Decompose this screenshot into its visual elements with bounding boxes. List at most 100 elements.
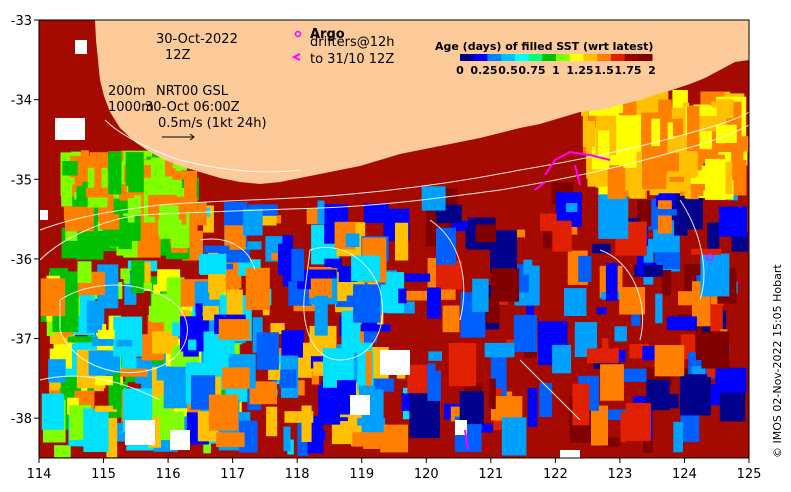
colorbar-label: 1.5 bbox=[594, 64, 614, 77]
sst-age-patch bbox=[243, 208, 263, 236]
colorbar-swatch bbox=[528, 54, 543, 61]
sst-age-patch bbox=[598, 193, 629, 239]
drifters-legend-label: drifters@12h bbox=[310, 35, 395, 50]
sst-age-patch bbox=[40, 278, 66, 316]
velocity-scale-label: 0.5m/s (1kt 24h) bbox=[158, 116, 267, 131]
sst-age-patch bbox=[603, 437, 621, 447]
colorbar-swatch bbox=[556, 54, 571, 61]
x-tick-label: 117 bbox=[220, 467, 245, 482]
sst-age-patch bbox=[715, 367, 747, 393]
sst-age-patch bbox=[513, 314, 538, 352]
sst-age-patch bbox=[165, 150, 176, 177]
sst-age-patch bbox=[634, 264, 663, 277]
sst-age-patch bbox=[216, 432, 245, 448]
sst-age-patch bbox=[516, 229, 526, 238]
y-tick-label: -35 bbox=[11, 173, 32, 188]
sst-age-patch bbox=[293, 301, 322, 312]
sst-age-patch bbox=[684, 162, 691, 199]
sst-age-patch bbox=[127, 198, 135, 223]
sst-age-patch bbox=[427, 370, 441, 401]
sst-age-patch bbox=[363, 203, 389, 223]
sst-age-patch bbox=[578, 255, 592, 282]
sst-age-patch bbox=[92, 336, 118, 346]
sst-age-patch bbox=[152, 331, 173, 354]
sst-age-patch bbox=[718, 93, 745, 100]
sst-age-patch bbox=[618, 368, 647, 382]
sst-age-patch bbox=[367, 263, 378, 306]
sst-age-patch bbox=[600, 364, 624, 401]
sst-age-patch bbox=[484, 342, 515, 358]
colorbar-labels: 0 0.25 0.5 0.75 1 1.25 1.5 1.75 2 bbox=[456, 64, 656, 77]
sst-age-patch bbox=[141, 262, 151, 288]
sst-age-patch bbox=[651, 118, 661, 147]
sst-age-patch bbox=[666, 316, 697, 331]
sst-age-patch bbox=[623, 132, 637, 168]
colorbar-title: Age (days) of filled SST (wrt latest) bbox=[435, 40, 653, 53]
colorbar-label: 2 bbox=[648, 64, 656, 77]
colorbar-swatch bbox=[460, 54, 475, 61]
y-tick-label: -34 bbox=[11, 94, 32, 109]
velocity-scale-arrow bbox=[162, 133, 195, 141]
sst-age-patch bbox=[222, 367, 250, 389]
sst-age-patch bbox=[675, 195, 703, 230]
colorbar-swatch bbox=[597, 54, 612, 61]
sst-age-patch bbox=[427, 363, 436, 371]
x-tick-label: 125 bbox=[737, 467, 762, 482]
sst-age-patch bbox=[678, 291, 705, 306]
colorbar-swatch bbox=[473, 54, 488, 61]
colorbar-label: 0 bbox=[456, 64, 464, 77]
sst-age-patch bbox=[188, 339, 197, 351]
sst-age-patch bbox=[490, 268, 520, 302]
argo-legend-label: Argo bbox=[310, 27, 345, 42]
map-plot-area bbox=[39, 20, 749, 458]
sst-age-patch bbox=[270, 323, 285, 335]
sst-age-patches bbox=[40, 90, 749, 458]
sst-age-patch bbox=[564, 288, 587, 316]
sst-age-patch bbox=[598, 184, 616, 195]
sst-age-patch bbox=[596, 307, 607, 315]
sst-age-patch bbox=[131, 260, 145, 294]
sst-age-patch bbox=[395, 222, 409, 261]
sst-age-patch bbox=[365, 351, 372, 396]
sst-age-patch bbox=[680, 410, 700, 442]
sst-age-patch bbox=[643, 238, 654, 285]
sst-age-patch bbox=[86, 300, 103, 333]
x-tick-label: 121 bbox=[478, 467, 503, 482]
sst-age-patch bbox=[61, 177, 73, 207]
sst-age-patch bbox=[112, 373, 121, 410]
sst-age-patch bbox=[225, 249, 250, 263]
sst-age-patch bbox=[351, 255, 381, 282]
sst-age-patch bbox=[527, 388, 538, 427]
sst-age-patch bbox=[654, 394, 679, 409]
sst-age-patch bbox=[134, 195, 142, 214]
sst-age-patch bbox=[718, 206, 747, 237]
sst-age-patch bbox=[284, 411, 314, 423]
sst-age-patch bbox=[123, 277, 130, 284]
sst-age-patch bbox=[406, 290, 438, 301]
sst-age-patch bbox=[587, 348, 619, 364]
sst-age-patch bbox=[442, 305, 460, 333]
sst-age-patch bbox=[41, 393, 64, 430]
colorbar-swatch bbox=[487, 54, 502, 61]
product-time-label: 30-Oct 06:00Z bbox=[145, 100, 240, 115]
sst-age-patch bbox=[700, 253, 730, 297]
colorbar-label: 1.25 bbox=[566, 64, 593, 77]
colorbar-label: 1.75 bbox=[614, 64, 641, 77]
sst-age-patch bbox=[643, 430, 653, 453]
sst-age-patch bbox=[552, 220, 572, 252]
sst-age-patch bbox=[83, 408, 109, 452]
sst-age-patch bbox=[539, 383, 553, 417]
sst-age-patch bbox=[128, 184, 158, 193]
sst-age-patch bbox=[657, 200, 672, 234]
sst-age-patch bbox=[715, 124, 737, 143]
sst-age-patch bbox=[398, 288, 407, 304]
sst-age-patch bbox=[436, 227, 457, 265]
sst-age-patch bbox=[75, 249, 104, 260]
sst-age-patch bbox=[654, 252, 681, 269]
contour-200-label: 200m bbox=[108, 84, 145, 99]
colorbar-swatches bbox=[460, 54, 653, 61]
sst-age-patch bbox=[637, 199, 652, 227]
x-tick-label: 119 bbox=[349, 467, 374, 482]
sst-age-patch bbox=[427, 287, 441, 319]
sst-age-patch bbox=[291, 248, 304, 282]
